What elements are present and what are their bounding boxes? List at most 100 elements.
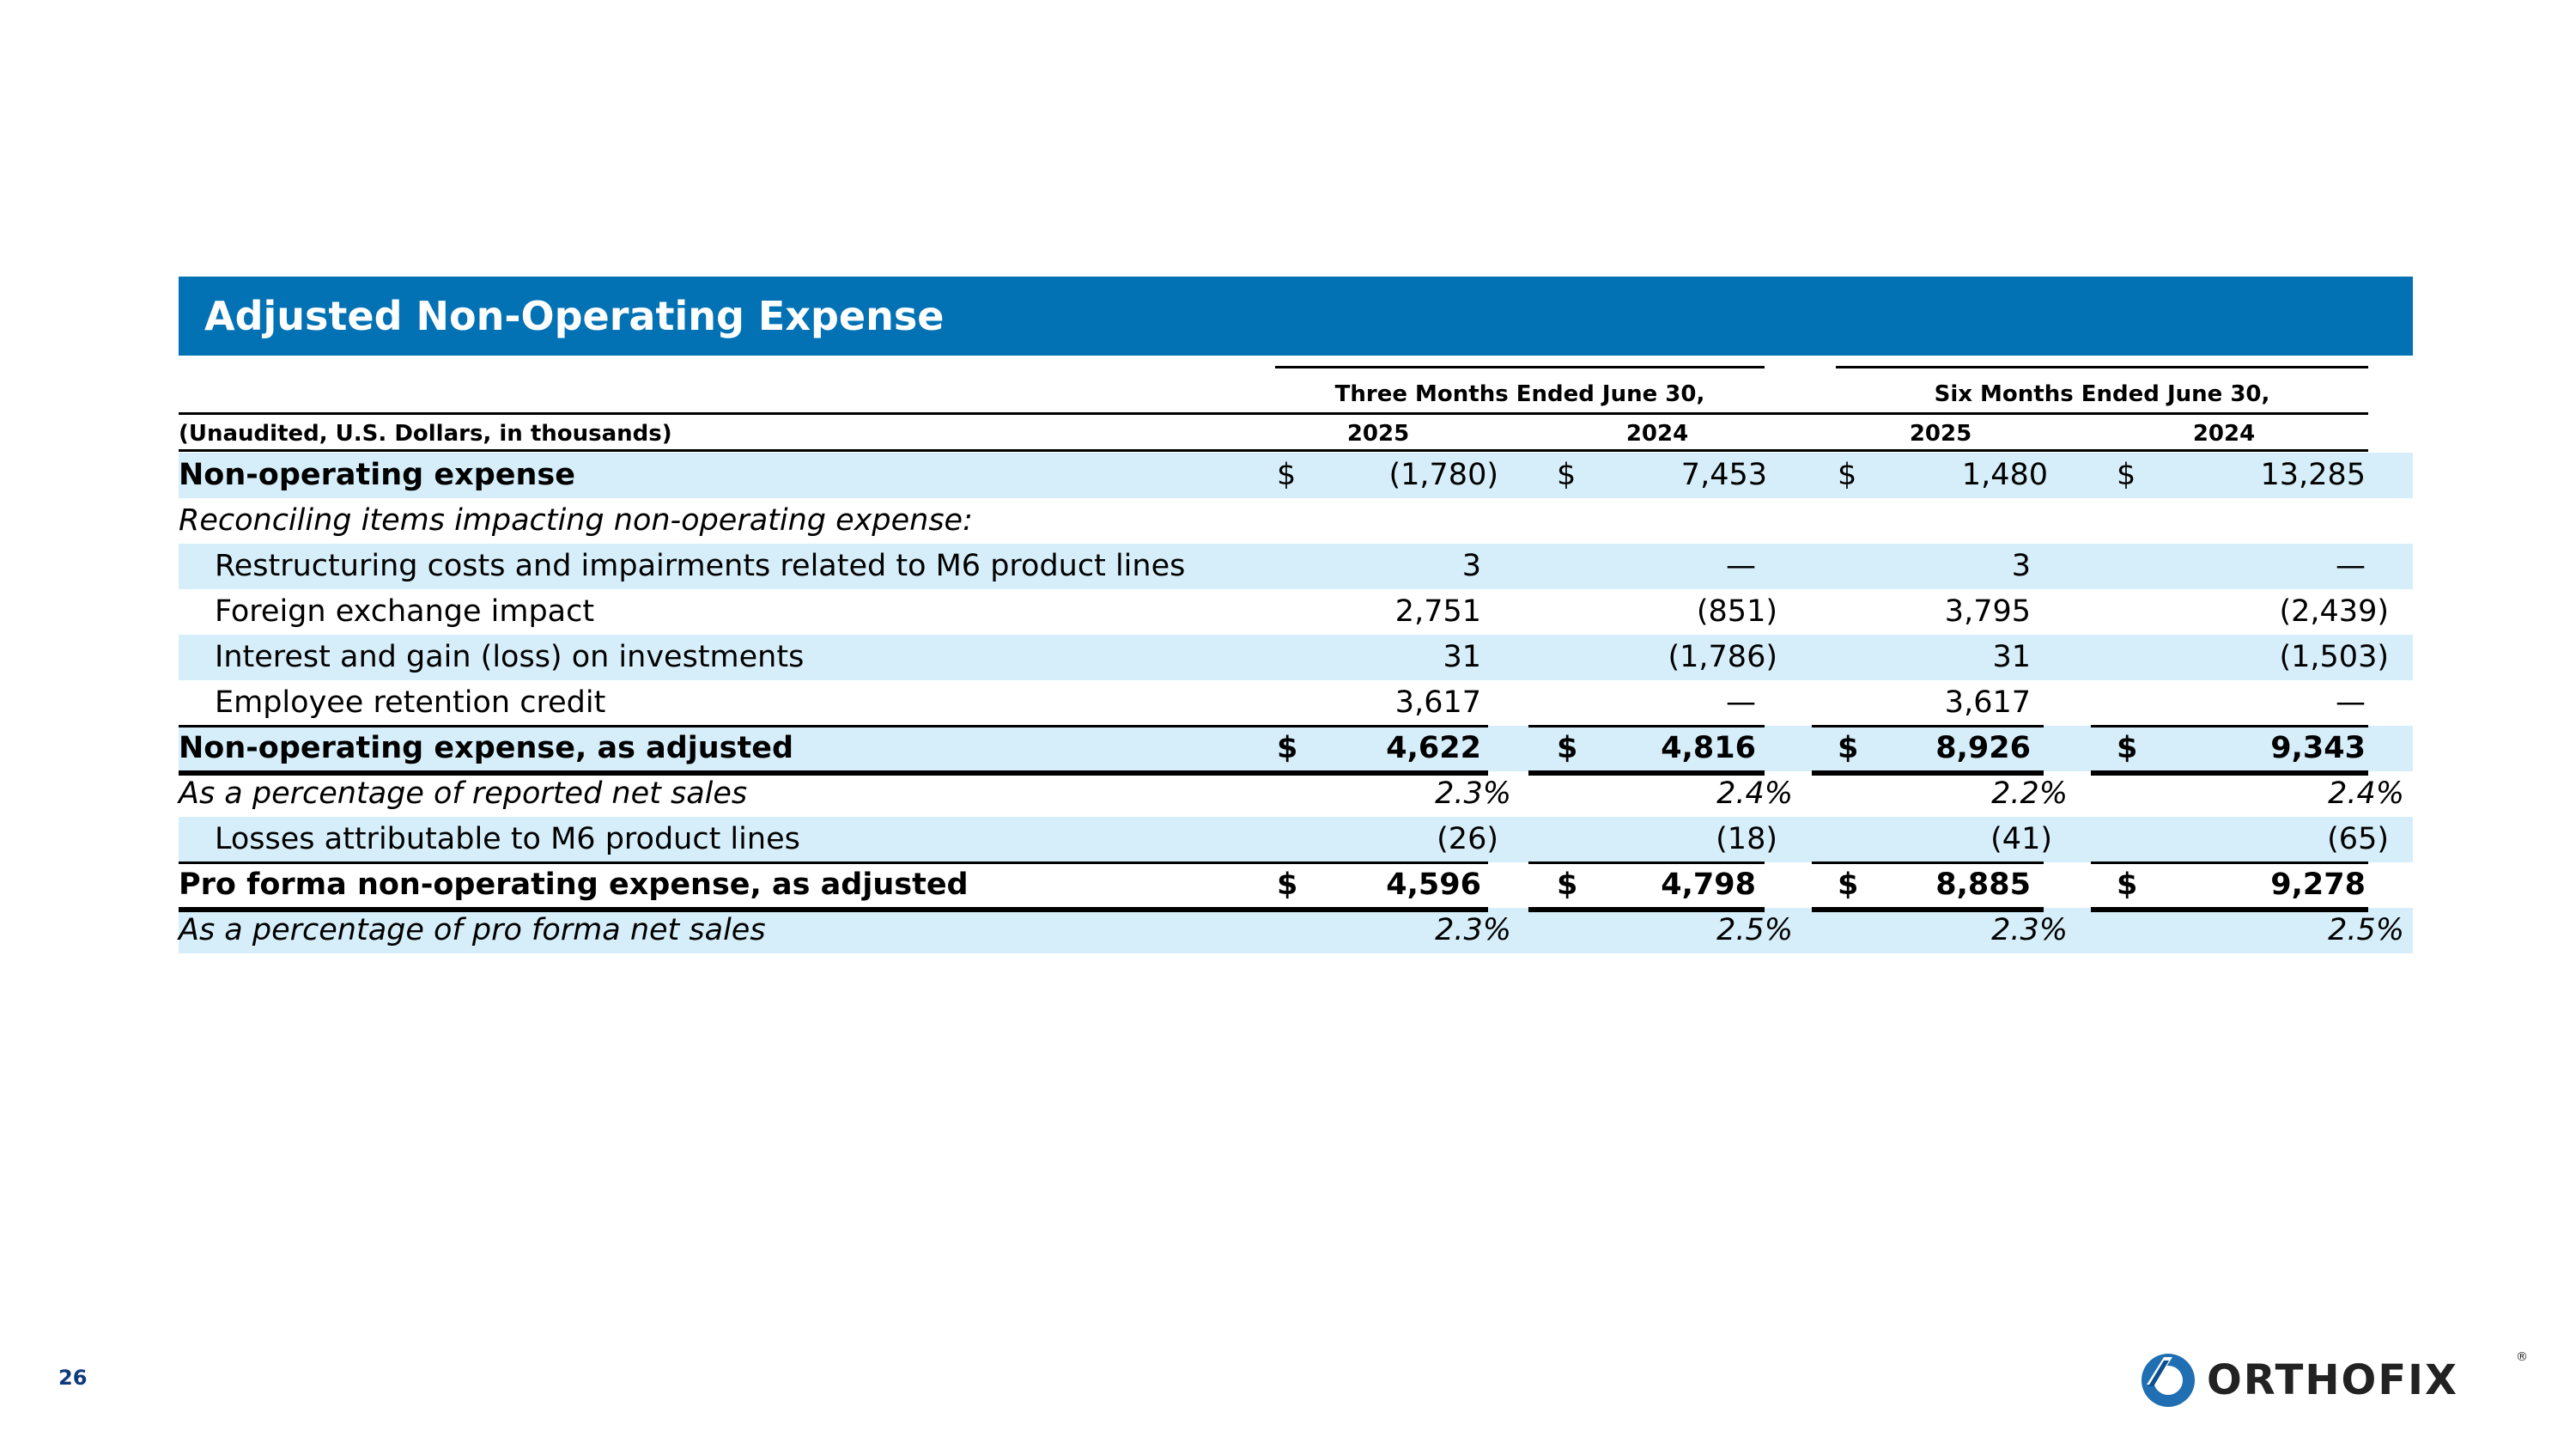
row-band [179,635,2413,680]
value-cell: 9,343 [2270,731,2366,765]
header-rule-six-months [1836,366,2368,368]
value-cell: 2.3% [1991,913,2068,947]
row-band [179,453,2413,498]
value-cell: 3 [1461,549,1481,583]
value-cell: 8,926 [1935,731,2031,765]
value-cell: 13,285 [2260,458,2366,492]
value-cell: (1,503) [2279,640,2389,674]
header-rule-bottom [179,449,2368,452]
year-header-h-2025: 2025 [1909,421,1972,447]
subtotal-rule [179,725,1488,728]
value-cell: — [2336,549,2366,583]
row-label-foreign-exchange: Foreign exchange impact [215,594,595,629]
row-band [179,726,2413,771]
value-cell: (26) [1437,822,1498,856]
currency-symbol: $ [2117,868,2138,902]
row-band [179,544,2413,589]
value-cell: (1,786) [1668,640,1777,674]
row-label-reconciling-items: Reconciling items impacting non-operatin… [179,503,973,538]
subtotal-rule [1528,861,1765,864]
value-cell: 2.2% [1991,776,2068,811]
row-label-losses-m6: Losses attributable to M6 product lines [215,822,800,856]
value-cell: 1,480 [1961,458,2048,492]
value-cell: 2.4% [1716,776,1793,811]
subtotal-rule [179,861,1488,864]
value-cell: (41) [1990,822,2052,856]
total-rule-double [179,770,1488,776]
row-label-non-operating-expense-adjusted: Non-operating expense, as adjusted [179,731,794,765]
value-cell: — [1726,549,1756,583]
currency-symbol: $ [1557,731,1578,765]
total-rule-double [1528,907,1765,912]
section-title-bar: Adjusted Non-Operating Expense [179,277,2413,356]
currency-symbol: $ [1838,731,1859,765]
year-header-h-2024: 2024 [2192,421,2256,447]
period-header-three-months: Three Months Ended June 30, [1334,381,1705,407]
row-label-restructuring: Restructuring costs and impairments rela… [215,549,1186,583]
subtotal-rule [2091,725,2368,728]
currency-symbol: $ [2117,731,2138,765]
total-rule-double [179,907,1488,912]
value-cell: 3,795 [1944,594,2031,629]
value-cell: 4,798 [1661,868,1756,902]
currency-symbol: $ [2117,458,2136,492]
currency-symbol: $ [1557,868,1578,902]
registered-mark: ® [2516,1350,2528,1364]
total-rule-double [2091,770,2368,776]
value-cell: 3 [2011,549,2031,583]
value-cell: 31 [1443,640,1481,674]
value-cell: 3,617 [1394,685,1481,720]
subtotal-rule [2091,861,2368,864]
value-cell: 4,622 [1386,731,1481,765]
value-cell: 2.4% [2328,776,2404,811]
row-label-employee-retention-credit: Employee retention credit [215,685,606,720]
currency-symbol: $ [1838,868,1859,902]
value-cell: 4,596 [1386,868,1481,902]
value-cell: 7,453 [1680,458,1767,492]
currency-symbol: $ [1277,868,1298,902]
row-label-pct-reported-net-sales: As a percentage of reported net sales [179,776,748,811]
row-label-interest-gain-loss: Interest and gain (loss) on investments [215,640,805,674]
value-cell: — [2336,685,2366,720]
value-cell: 2.3% [1435,913,1511,947]
logo-wordmark: ORTHOFIX [2207,1356,2458,1404]
value-cell: (65) [2327,822,2389,856]
subtotal-rule [1528,725,1765,728]
value-cell: (2,439) [2279,594,2389,629]
currency-symbol: $ [1277,458,1297,492]
orthofix-logo: ORTHOFIX ® [2138,1350,2533,1410]
year-header-q-2024: 2024 [1625,421,1689,447]
value-cell: — [1726,685,1756,720]
value-cell: (1,780) [1388,458,1498,492]
currency-symbol: $ [1838,458,1857,492]
unit-label: (Unaudited, U.S. Dollars, in thousands) [179,421,672,447]
value-cell: 2.5% [2328,913,2404,947]
page-title: Adjusted Non-Operating Expense [204,293,945,339]
row-label-pct-pro-forma-net-sales: As a percentage of pro forma net sales [179,913,766,947]
row-band [179,817,2413,862]
value-cell: 2,751 [1394,594,1481,629]
value-cell: 2.5% [1716,913,1793,947]
page-number: 26 [58,1366,88,1390]
value-cell: 2.3% [1435,776,1511,811]
row-label-pro-forma-adjusted: Pro forma non-operating expense, as adju… [179,868,969,902]
value-cell: 9,278 [2270,868,2366,902]
row-label-non-operating-expense: Non-operating expense [179,458,575,492]
value-cell: (18) [1716,822,1777,856]
value-cell: 31 [1992,640,2031,674]
total-rule-double [1812,770,2044,776]
value-cell: 3,617 [1944,685,2031,720]
value-cell: 8,885 [1935,868,2031,902]
value-cell: (851) [1696,594,1777,629]
total-rule-double [1528,770,1765,776]
subtotal-rule [1812,725,2044,728]
total-rule-double [1812,907,2044,912]
currency-symbol: $ [1277,731,1298,765]
year-header-q-2025: 2025 [1346,421,1410,447]
period-header-six-months: Six Months Ended June 30, [1934,381,2270,407]
orthofix-mark-icon [2141,1354,2196,1407]
header-rule-three-months [1275,366,1765,368]
row-band [179,908,2413,953]
total-rule-double [2091,907,2368,912]
header-rule-full [179,412,2368,415]
